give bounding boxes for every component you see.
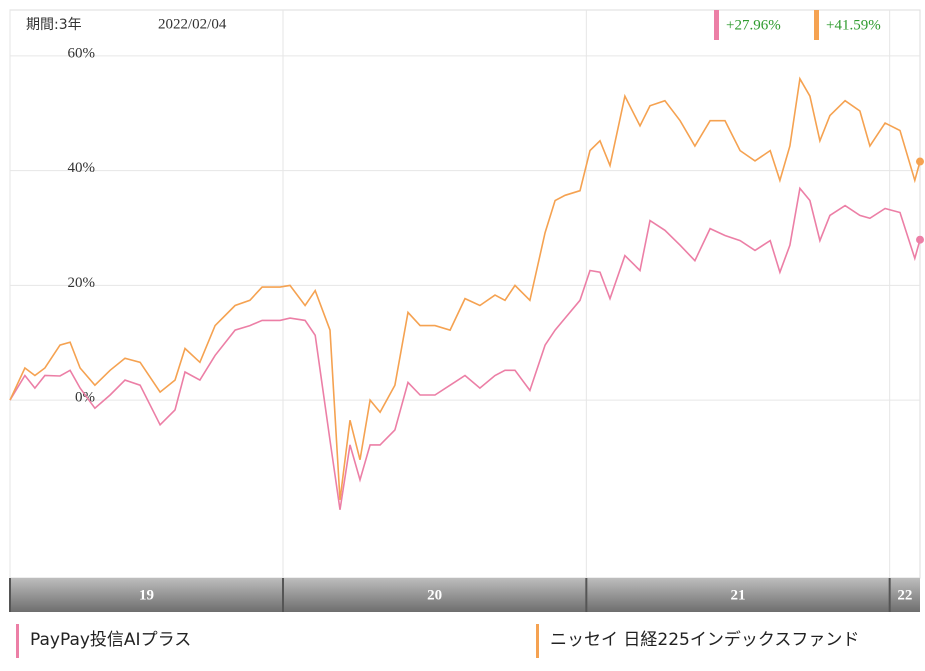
y-tick-label: 60%: [68, 45, 96, 61]
end-point: [916, 157, 924, 166]
annotation-bar: [814, 10, 819, 40]
legend-swatch: [16, 624, 19, 658]
legend-label: PayPay投信AIプラス: [30, 630, 191, 650]
legend-swatch: [536, 624, 539, 658]
annotation-label: +27.96%: [726, 17, 781, 33]
date-label: 2022/02/04: [158, 16, 227, 32]
x-tick-label: 20: [427, 587, 442, 603]
period-label: 期間:3年: [26, 17, 82, 33]
x-tick-label: 19: [139, 587, 154, 603]
year-band: [10, 578, 920, 612]
legend-label: ニッセイ 日経225インデックスファンド: [550, 629, 859, 650]
annotation-bar: [714, 10, 719, 40]
end-point: [916, 235, 924, 244]
plot-area: [9, 9, 921, 579]
y-tick-label: 40%: [68, 160, 96, 176]
series-line: [9, 76, 921, 501]
x-tick-label: 22: [897, 587, 912, 603]
annotation-label: +41.59%: [826, 17, 881, 33]
series-line: [9, 186, 921, 510]
y-tick-label: 20%: [68, 275, 96, 291]
x-tick-label: 21: [731, 587, 746, 603]
